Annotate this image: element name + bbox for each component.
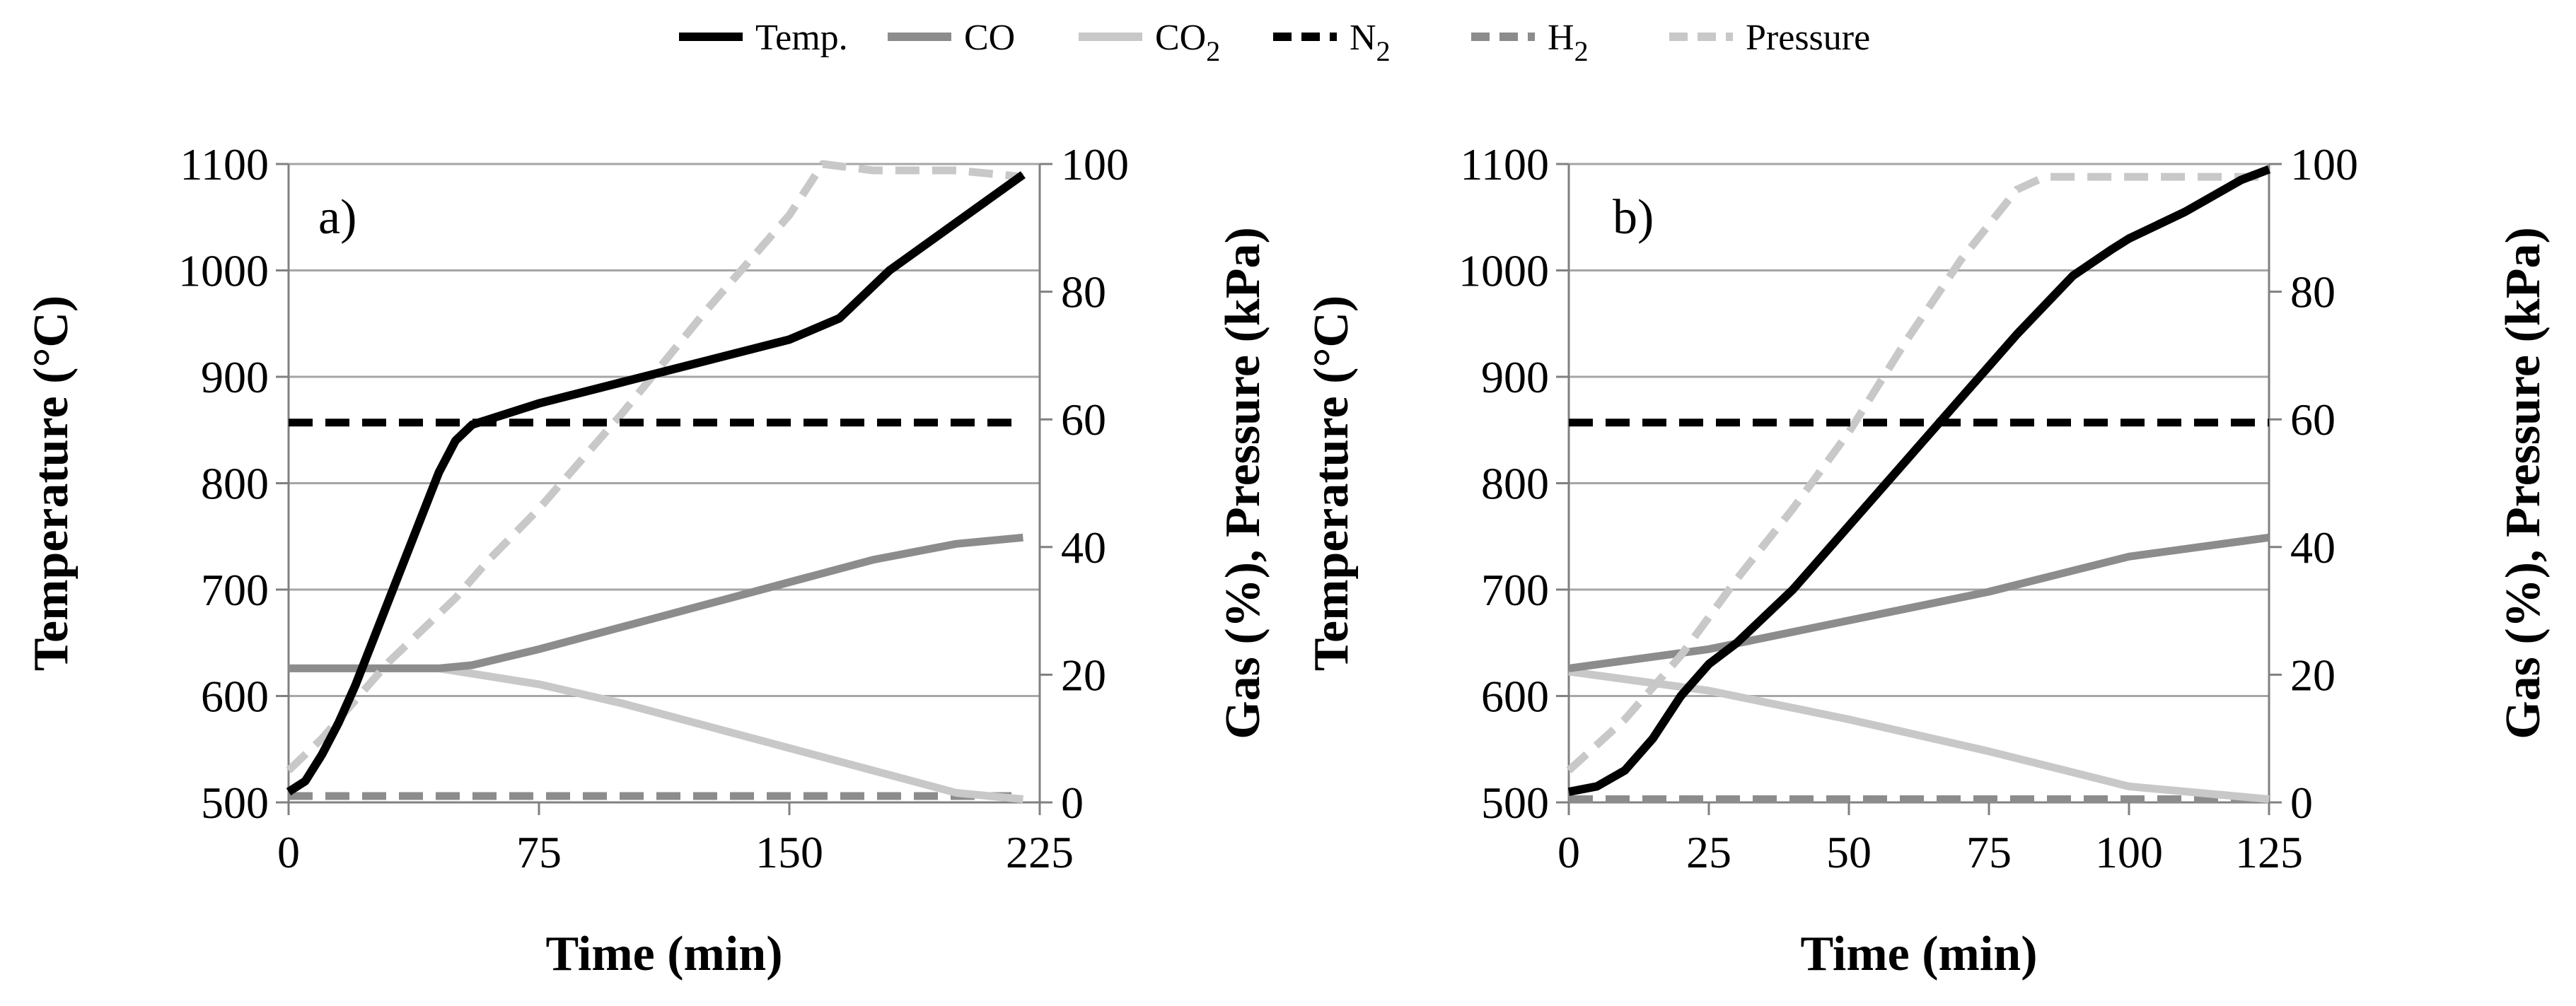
x-axis-title-b: Time (min) [1800,927,2037,981]
x-tick-label-a: 75 [516,827,562,877]
x-tick-label-b: 25 [1686,827,1731,877]
legend-label-h2: H2 [1548,18,1589,67]
legend: Temp. CO CO2 N2 H2 Pressure [679,18,1870,67]
panel-label-a: a) [318,190,356,245]
y-tick-label-left-b: 700 [1481,565,1549,615]
series-line-temp-a [286,171,1026,796]
legend-label-pressure: Pressure [1746,18,1870,58]
y-tick-label-left-a: 600 [201,672,269,722]
y-tick-label-right-b: 40 [2290,522,2336,573]
y-tick-label-right-a: 60 [1061,394,1106,445]
legend-subscript-co2: 2 [1206,35,1220,67]
y-tick-label-left-a: 1000 [178,246,269,296]
x-tick-label-b: 75 [1966,827,2012,877]
legend-label-temp: Temp. [755,18,848,58]
y-axis-title-left-b: Temperature (°C) [1304,296,1359,672]
series-line-co-a [289,533,1023,672]
x-tick-label-a: 0 [277,827,300,877]
y-tick-label-right-a: 20 [1061,650,1106,700]
y-tick-label-right-a: 40 [1061,522,1106,573]
y-tick-label-right-a: 100 [1061,139,1129,189]
y-tick-label-right-b: 100 [2290,139,2358,189]
series-line-co2-a [289,664,1023,803]
series-line-co-b [1568,533,2270,672]
series-line-pressure-b [1566,172,2269,773]
y-tick-label-left-a: 800 [201,459,269,509]
y-tick-label-right-b: 80 [2290,267,2336,317]
x-tick-label-b: 50 [1826,827,1872,877]
series-line-pressure-a [286,160,1023,773]
y-tick-label-left-a: 500 [201,778,269,828]
legend-subscript-h2: 2 [1574,35,1589,67]
y-tick-label-left-b: 800 [1481,459,1549,509]
y-axis-title-right-a: Gas (%), Pressure (kPa) [1216,227,1270,739]
x-tick-label-a: 150 [755,827,823,877]
x-tick-label-a: 225 [1006,827,1074,877]
y-tick-label-left-a: 1100 [180,139,269,189]
y-tick-label-left-b: 1000 [1458,246,1549,296]
y-tick-label-right-b: 0 [2290,778,2313,828]
y-tick-label-right-a: 0 [1061,778,1084,828]
y-tick-label-left-b: 1100 [1460,139,1549,189]
legend-label-co2: CO2 [1155,18,1220,67]
series-line-co2-b [1568,667,2270,803]
x-axis-title-a: Time (min) [545,927,782,981]
x-tick-label-b: 100 [2095,827,2163,877]
y-axis-title-right-b: Gas (%), Pressure (kPa) [2496,227,2551,739]
legend-subscript-n2: 2 [1376,35,1391,67]
y-tick-label-right-b: 20 [2290,650,2336,700]
y-tick-label-left-a: 900 [201,352,269,402]
panel-label-b: b) [1613,190,1654,245]
y-tick-label-left-b: 900 [1481,352,1549,402]
legend-label-co: CO [964,18,1015,58]
y-axis-title-left-a: Temperature (°C) [24,296,79,672]
series-line-temp-b [1567,165,2271,796]
y-tick-label-left-b: 600 [1481,672,1549,722]
x-tick-label-b: 125 [2235,827,2303,877]
y-tick-label-right-a: 80 [1061,267,1106,317]
y-tick-label-left-a: 700 [201,565,269,615]
y-tick-label-left-b: 500 [1481,778,1549,828]
x-tick-label-b: 0 [1557,827,1580,877]
y-tick-label-right-b: 60 [2290,394,2336,445]
legend-label-n2: N2 [1350,18,1391,67]
